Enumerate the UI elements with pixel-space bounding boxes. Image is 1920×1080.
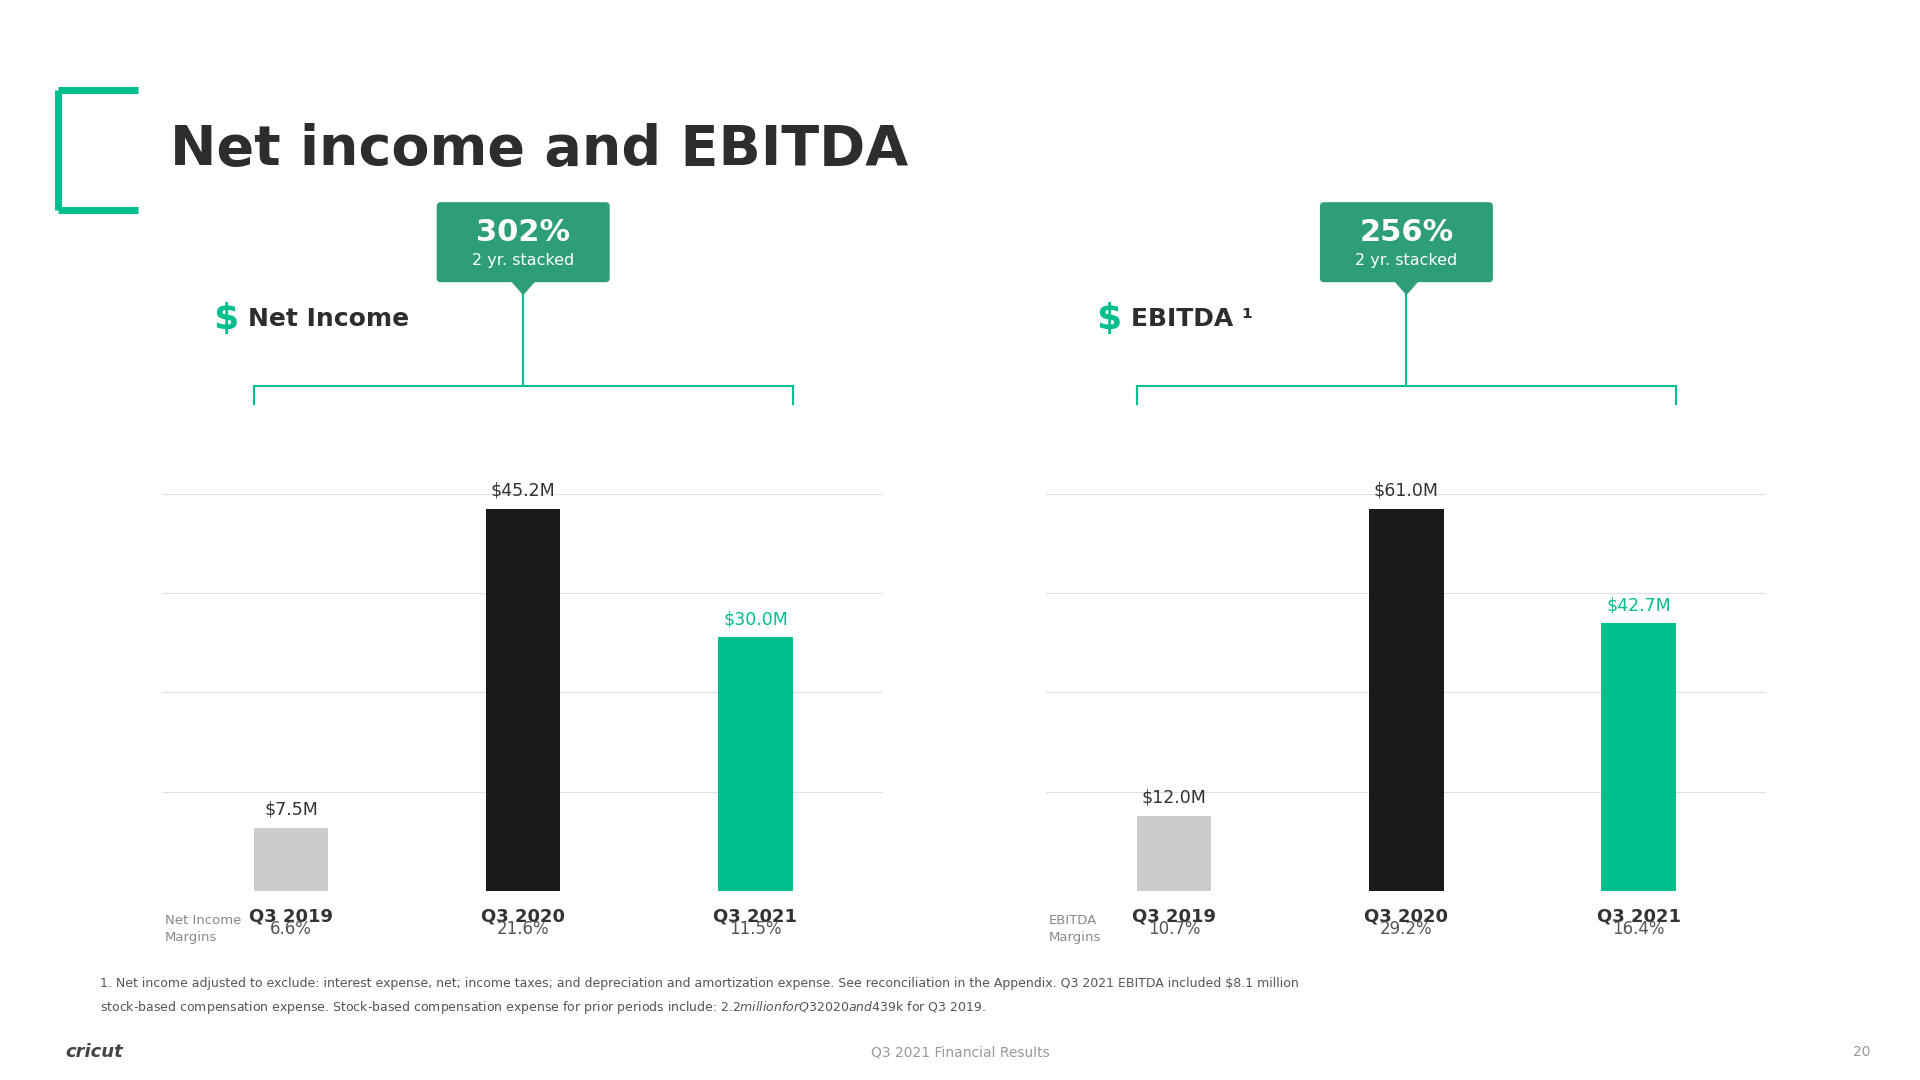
Text: $61.0M: $61.0M <box>1375 482 1438 500</box>
Text: EBITDA
Margins: EBITDA Margins <box>1048 914 1100 944</box>
FancyBboxPatch shape <box>1319 202 1494 282</box>
Text: $: $ <box>213 302 238 336</box>
Text: $12.0M: $12.0M <box>1142 788 1206 807</box>
Text: $45.2M: $45.2M <box>492 482 555 500</box>
Text: 11.5%: 11.5% <box>730 920 781 939</box>
Text: Net Income: Net Income <box>248 307 409 332</box>
Polygon shape <box>1392 279 1421 294</box>
Text: 2 yr. stacked: 2 yr. stacked <box>472 253 574 268</box>
Text: 1. Net income adjusted to exclude: interest expense, net; income taxes; and depr: 1. Net income adjusted to exclude: inter… <box>100 976 1298 989</box>
Bar <box>1137 815 1212 891</box>
Bar <box>718 637 793 891</box>
Bar <box>1369 509 1444 891</box>
Bar <box>486 509 561 891</box>
Text: $30.0M: $30.0M <box>724 610 787 629</box>
Text: 256%: 256% <box>1359 218 1453 247</box>
Text: stock-based compensation expense. Stock-based compensation expense for prior per: stock-based compensation expense. Stock-… <box>100 999 987 1015</box>
Text: 2 yr. stacked: 2 yr. stacked <box>1356 253 1457 268</box>
Bar <box>1601 623 1676 891</box>
Text: $7.5M: $7.5M <box>265 800 319 819</box>
Text: cricut: cricut <box>65 1043 123 1061</box>
Text: $42.7M: $42.7M <box>1607 596 1670 615</box>
Text: $: $ <box>1096 302 1121 336</box>
Text: EBITDA ¹: EBITDA ¹ <box>1131 307 1254 332</box>
Text: 16.4%: 16.4% <box>1613 920 1665 939</box>
FancyBboxPatch shape <box>436 202 611 282</box>
Text: 29.2%: 29.2% <box>1380 920 1432 939</box>
Text: Net income and EBITDA: Net income and EBITDA <box>171 123 908 177</box>
Text: 302%: 302% <box>476 218 570 247</box>
Text: Net Income
Margins: Net Income Margins <box>165 914 242 944</box>
Text: 21.6%: 21.6% <box>497 920 549 939</box>
Text: 20: 20 <box>1853 1045 1870 1059</box>
Text: 10.7%: 10.7% <box>1148 920 1200 939</box>
Text: Q3 2021 Financial Results: Q3 2021 Financial Results <box>870 1045 1050 1059</box>
Polygon shape <box>509 279 538 294</box>
Text: 6.6%: 6.6% <box>271 920 311 939</box>
Bar <box>253 827 328 891</box>
